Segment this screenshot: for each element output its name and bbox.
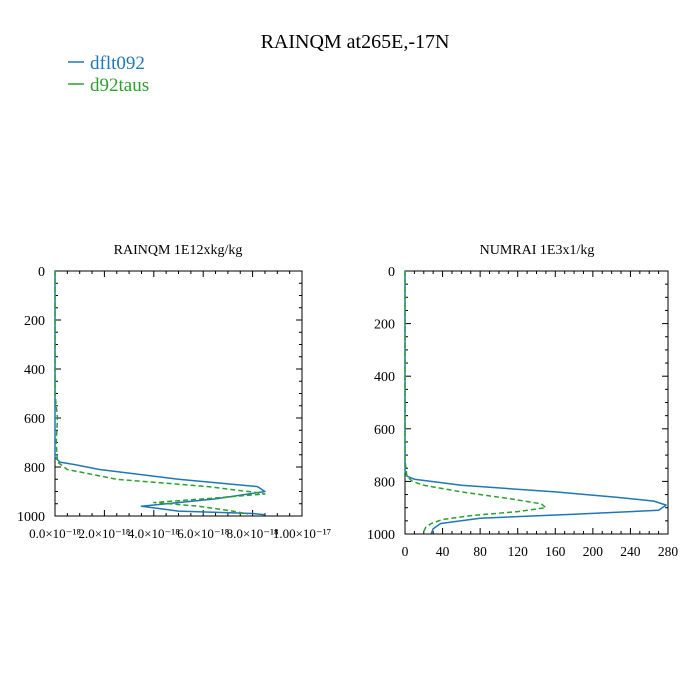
y-tick-label-0-1: 200 [24, 314, 45, 329]
series-line-1-dflt092 [404, 271, 667, 534]
x-tick-label-0-4: 8.0×10⁻¹⁸ [227, 526, 279, 541]
y-tick-label-1-2: 400 [374, 370, 395, 385]
x-tick-label-1-4: 160 [545, 544, 566, 559]
series-line-0-dflt092 [54, 271, 266, 516]
y-tick-label-1-1: 200 [374, 318, 395, 333]
y-tick-label-0-0: 0 [38, 265, 45, 280]
y-tick-label-0-4: 800 [24, 461, 45, 476]
x-tick-label-1-2: 80 [473, 544, 487, 559]
legend-label-1: d92taus [90, 75, 149, 96]
x-tick-label-0-2: 4.0×10⁻¹⁸ [128, 526, 180, 541]
figure-title: RAINQM at265E,-17N [261, 31, 450, 53]
series-line-0-d92taus [54, 271, 266, 515]
y-tick-label-1-5: 1000 [367, 528, 395, 543]
x-tick-label-1-7: 280 [658, 544, 679, 559]
x-tick-label-1-1: 40 [436, 544, 450, 559]
legend-label-0: dflt092 [90, 53, 145, 74]
y-tick-label-1-3: 600 [374, 423, 395, 438]
x-tick-label-0-5: 1.00×10⁻¹⁷ [273, 526, 331, 541]
x-tick-label-0-3: 6.0×10⁻¹⁸ [177, 526, 229, 541]
x-tick-label-0-1: 2.0×10⁻¹⁸ [78, 526, 130, 541]
y-tick-label-0-3: 600 [24, 412, 45, 427]
legend: dflt092 d92taus [68, 53, 149, 96]
series-line-1-d92taus [404, 271, 547, 535]
y-tick-label-0-2: 400 [24, 363, 45, 378]
plot-frame-1 [404, 270, 669, 535]
panel-title-0: RAINQM 1E12xkg/kg [114, 243, 243, 258]
y-tick-label-1-4: 800 [374, 475, 395, 490]
panel-numrai: NUMRAI 1E3x1/kg 0 200 400 600 800 1000 0 40 80 120… [367, 243, 678, 559]
x-tick-label-1-6: 240 [620, 544, 641, 559]
x-tick-label-0-0: 0.0×10⁻¹⁸ [29, 526, 81, 541]
panel-title-1: NUMRAI 1E3x1/kg [480, 243, 595, 258]
x-tick-label-1-3: 120 [508, 544, 529, 559]
x-tick-label-1-5: 200 [583, 544, 604, 559]
x-tick-label-1-0: 0 [402, 544, 409, 559]
panel-rainqm: RAINQM 1E12xkg/kg 0 200 400 600 800 10000.0×10… [17, 243, 331, 541]
y-tick-label-1-0: 0 [388, 265, 395, 280]
y-tick-label-0-5: 1000 [17, 510, 45, 525]
